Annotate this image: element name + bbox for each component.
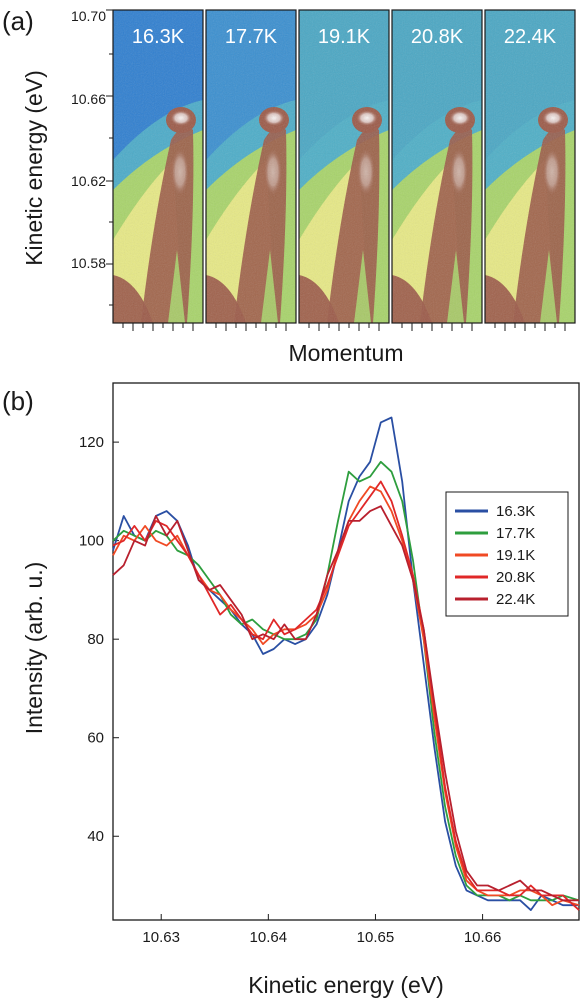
legend-label: 22.4K (496, 591, 535, 608)
y-tick-label: 100 (79, 533, 104, 550)
y-axis-label: Intensity (arb. u.) (21, 562, 47, 735)
legend-label: 17.7K (496, 525, 535, 542)
panel-a-y-tick: 10.58 (71, 255, 106, 271)
arpes-panel: 20.8K (391, 9, 483, 331)
panel-a-y-tick: 10.66 (71, 91, 106, 107)
panel-a-x-axis-label: Momentum (288, 340, 403, 366)
y-tick-label: 80 (87, 631, 104, 648)
series-layer (112, 416, 580, 911)
y-tick-label: 40 (87, 828, 104, 845)
arpes-panel: 22.4K (484, 9, 576, 331)
series-line-22.4K (112, 505, 579, 902)
arpes-panel-label: 22.4K (504, 26, 557, 48)
plot-frame (112, 382, 580, 921)
series-line-16.3K (112, 416, 579, 911)
panel-b-label: (b) (2, 386, 34, 416)
arpes-image-strip: 16.3K 17.7K 19.1K 20.8K 22.4K (106, 9, 576, 331)
x-tick-label: 10.65 (357, 929, 395, 946)
legend: 16.3K 17.7K 19.1K 20.8K 22.4K (445, 491, 569, 617)
x-tick-label: 10.64 (250, 929, 288, 946)
arpes-panel-label: 20.8K (411, 26, 464, 48)
arpes-panel: 16.3K (112, 9, 204, 331)
arpes-panel: 17.7K (205, 9, 297, 331)
x-tick-label: 10.66 (464, 929, 502, 946)
x-tick-label: 10.63 (142, 929, 180, 946)
legend-label: 19.1K (496, 547, 535, 564)
arpes-panel-label: 16.3K (132, 26, 185, 48)
arpes-panel: 19.1K (298, 9, 390, 331)
arpes-panel-label: 19.1K (318, 26, 371, 48)
y-tick-label: 120 (79, 434, 104, 451)
legend-label: 16.3K (496, 503, 535, 520)
y-tick-label: 60 (87, 730, 104, 747)
x-axis-label: Kinetic energy (eV) (248, 972, 444, 998)
arpes-panel-label: 17.7K (225, 26, 278, 48)
panel-a-label: (a) (2, 6, 34, 36)
panel-a-y-axis-label: Kinetic energy (eV) (21, 70, 47, 266)
panel-a-y-tick: 10.70 (71, 8, 106, 24)
legend-label: 20.8K (496, 569, 535, 586)
panel-a-y-tick: 10.62 (71, 173, 106, 189)
axis-ticks: 10.63 10.64 10.65 10.66 40 60 80 100 120 (79, 434, 501, 946)
panel-a-y-ticks: 10.70 10.66 10.62 10.58 (71, 8, 106, 271)
